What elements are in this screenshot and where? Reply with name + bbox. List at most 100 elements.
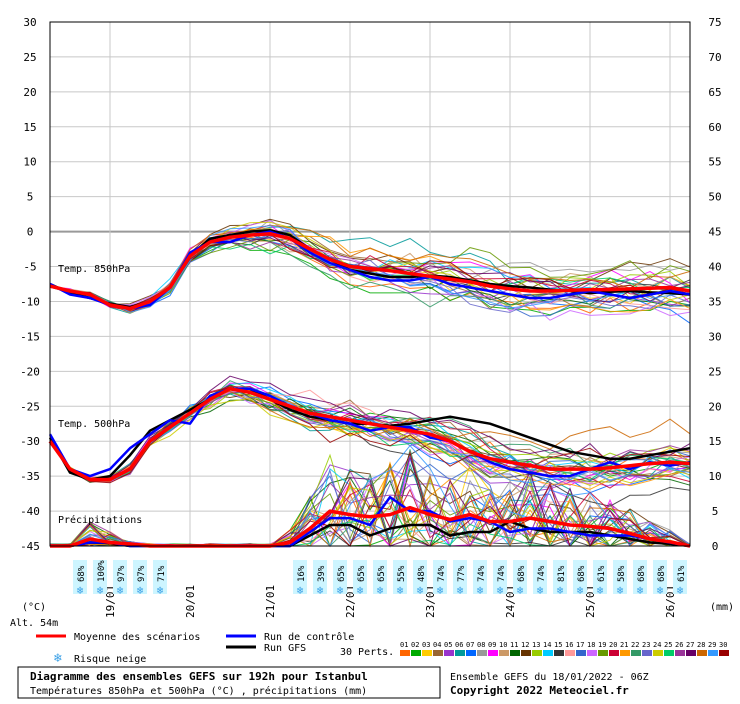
snow-risk-bg (393, 560, 407, 594)
left-tick-label: 25 (23, 51, 36, 64)
right-tick-label: 65 (708, 86, 721, 99)
pert-legend: 01 02 03 04 05 06 07 08 09 10 11 12 13 14 15 16 17 18 19 20… (400, 641, 729, 656)
x-tick-label: 20/01 (184, 585, 197, 618)
snow-risk-marker: 68% ❄ (653, 560, 667, 597)
snow-risk-pct: 68% (637, 565, 647, 582)
pert-legend-number: 24 (653, 641, 661, 649)
snow-risk-bg (553, 560, 567, 594)
snow-risk-bg (413, 560, 427, 594)
snow-icon: ❄ (557, 584, 564, 597)
left-tick-label: -20 (20, 365, 40, 378)
snow-icon: ❄ (317, 584, 324, 597)
snow-risk-pct: 81% (557, 565, 567, 582)
right-unit: (mm) (710, 602, 734, 613)
snow-risk-bg (153, 560, 167, 594)
left-tick-label: 15 (23, 121, 36, 134)
pert-legend-swatch (664, 650, 674, 656)
snow-risk-marker: 68% ❄ (633, 560, 647, 597)
snow-risk-marker: 48% ❄ (413, 560, 427, 597)
snow-risk-pct: 55% (397, 565, 407, 582)
legend-snow-label: Risque neige (74, 654, 146, 665)
snow-risk-bg (633, 560, 647, 594)
pert-legend-swatch (488, 650, 498, 656)
snow-risk-pct: 68% (77, 565, 87, 582)
pert-legend-swatch (422, 650, 432, 656)
pert-legend-number: 20 (609, 641, 617, 649)
snow-risk-marker: 58% ❄ (613, 560, 627, 597)
snow-risk-bg (373, 560, 387, 594)
left-tick-label: 5 (27, 191, 34, 204)
pert-legend-number: 07 (466, 641, 474, 649)
snow-icon: ❄ (537, 584, 544, 597)
snow-risk-bg (93, 560, 107, 594)
legend-mean-label: Moyenne des scénarios (74, 631, 200, 643)
label-precip: Précipitations (58, 514, 142, 526)
snow-icon: ❄ (417, 584, 424, 597)
pert-legend-swatch (532, 650, 542, 656)
perturbation-30-t500 (49, 386, 691, 484)
pert-legend-number: 22 (631, 641, 639, 649)
snow-risk-marker: 97% ❄ (133, 560, 147, 597)
left-unit: (°C) (22, 602, 46, 613)
pert-legend-number: 26 (675, 641, 683, 649)
left-tick-label: -35 (20, 470, 40, 483)
right-tick-label: 50 (708, 191, 721, 204)
snow-risk-bg (593, 560, 607, 594)
left-tick-label: -45 (20, 540, 40, 553)
snow-risk-marker: 65% ❄ (373, 560, 387, 597)
snow-risk-marker: 74% ❄ (533, 560, 547, 597)
right-tick-label: 0 (712, 540, 719, 553)
right-tick-label: 55 (708, 156, 721, 169)
pert-legend-swatch (576, 650, 586, 656)
pert-legend-swatch (499, 650, 509, 656)
snow-risk-pct: 65% (357, 565, 367, 582)
pert-legend-swatch (565, 650, 575, 656)
pert-legend-swatch (686, 650, 696, 656)
pert-legend-swatch (697, 650, 707, 656)
snow-risk-marker: 97% ❄ (113, 560, 127, 597)
snow-icon: ❄ (397, 584, 404, 597)
snow-icon: ❄ (157, 584, 164, 597)
snow-risk-bg (453, 560, 467, 594)
pert-legend-number: 14 (543, 641, 551, 649)
label-t500: Temp. 500hPa (58, 419, 130, 430)
perturbation-28-t500 (49, 390, 691, 483)
left-tick-label: -25 (20, 400, 40, 413)
pert-legend-number: 15 (554, 641, 562, 649)
pert-legend-swatch (433, 650, 443, 656)
perturbation-15-t500 (49, 384, 691, 507)
snow-risk-pct: 39% (317, 565, 327, 582)
pert-legend-number: 02 (411, 641, 419, 649)
pert-legend-number: 30 (719, 641, 727, 649)
snow-risk-marker: 71% ❄ (153, 560, 167, 597)
snow-icon: ❄ (77, 584, 84, 597)
snow-icon: ❄ (97, 584, 104, 597)
pert-legend-number: 09 (488, 641, 496, 649)
pert-legend-number: 18 (587, 641, 595, 649)
snow-risk-bg (673, 560, 687, 594)
pert-legend-swatch (675, 650, 685, 656)
pert-legend-number: 28 (697, 641, 705, 649)
snow-risk-pct: 68% (577, 565, 587, 582)
pert-legend-number: 25 (664, 641, 672, 649)
t500-control-line (48, 387, 691, 478)
snow-risk-bg (133, 560, 147, 594)
title-box (17, 666, 441, 699)
snow-icon: ❄ (137, 584, 144, 597)
snow-risk-bg (493, 560, 507, 594)
snow-risk-pct: 100% (97, 560, 107, 582)
snow-risk-marker: 39% ❄ (313, 560, 327, 597)
left-tick-label: -40 (20, 505, 40, 518)
snow-risk-bg (313, 560, 327, 594)
snow-risk-pct: 97% (117, 565, 127, 582)
snow-risk-bg (293, 560, 307, 594)
snow-icon: ❄ (497, 584, 504, 597)
left-tick-label: 0 (27, 226, 34, 239)
right-tick-label: 10 (708, 470, 721, 483)
snow-risk-bg (333, 560, 347, 594)
label-t850: Temp. 850hPa (58, 264, 130, 275)
pert-legend-number: 27 (686, 641, 694, 649)
snow-risk-marker: 81% ❄ (553, 560, 567, 597)
